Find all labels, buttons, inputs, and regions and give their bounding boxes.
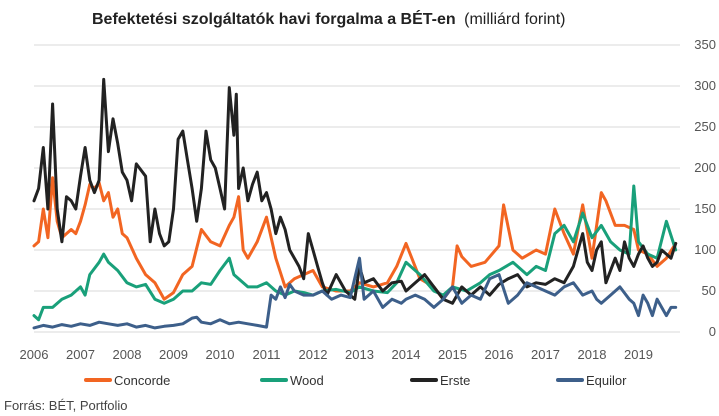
chart-title: Befektetési szolgáltatók havi forgalma a… [92,9,456,28]
x-tick-label: 2010 [206,347,235,362]
legend-label: Equilor [586,373,627,388]
y-tick-label: 0 [709,324,716,339]
legend-item-concorde: Concorde [84,373,170,388]
legend-item-wood: Wood [260,373,324,388]
x-tick-label: 2015 [438,347,467,362]
series-line-erste [32,77,678,305]
y-tick-label: 50 [702,283,716,298]
legend-item-equilor: Equilor [556,373,627,388]
x-tick-label: 2011 [253,347,281,362]
chart-title-line: Befektetési szolgáltatók havi forgalma a… [92,9,565,28]
x-tick-label: 2019 [624,347,653,362]
x-tick-label: 2018 [578,347,607,362]
y-tick-label: 100 [694,242,716,257]
x-tick-label: 2013 [345,347,374,362]
chart-subtitle: (milliárd forint) [464,11,565,28]
x-tick-label: 2008 [113,347,142,362]
y-tick-label: 250 [694,119,716,134]
legend-item-erste: Erste [410,373,470,388]
y-tick-label: 350 [694,37,716,52]
x-tick-label: 2016 [485,347,514,362]
x-tick-label: 2006 [20,347,49,362]
legend-label: Concorde [114,373,170,388]
y-tick-label: 150 [694,201,716,216]
x-axis-ticks: 2006 2007 2008 2009 2010 2011 2012 2013 2014 2015… [20,347,653,362]
x-tick-label: 2009 [159,347,188,362]
legend: Concorde Wood Erste Equilor [84,373,627,388]
x-tick-label: 2017 [531,347,560,362]
y-tick-label: 200 [694,160,716,175]
x-tick-label: 2012 [299,347,328,362]
legend-label: Erste [440,373,470,388]
series-lines [32,77,678,330]
x-tick-label: 2007 [66,347,95,362]
x-tick-label: 2014 [392,347,421,362]
chart-source: Forrás: BÉT, Portfolio [4,398,128,413]
gridlines [34,44,680,333]
series-line-equilor [32,256,678,330]
y-tick-label: 300 [694,78,716,93]
y-axis-ticks: 0 50 100 150 200 250 300 350 [694,37,716,339]
legend-label: Wood [290,373,324,388]
